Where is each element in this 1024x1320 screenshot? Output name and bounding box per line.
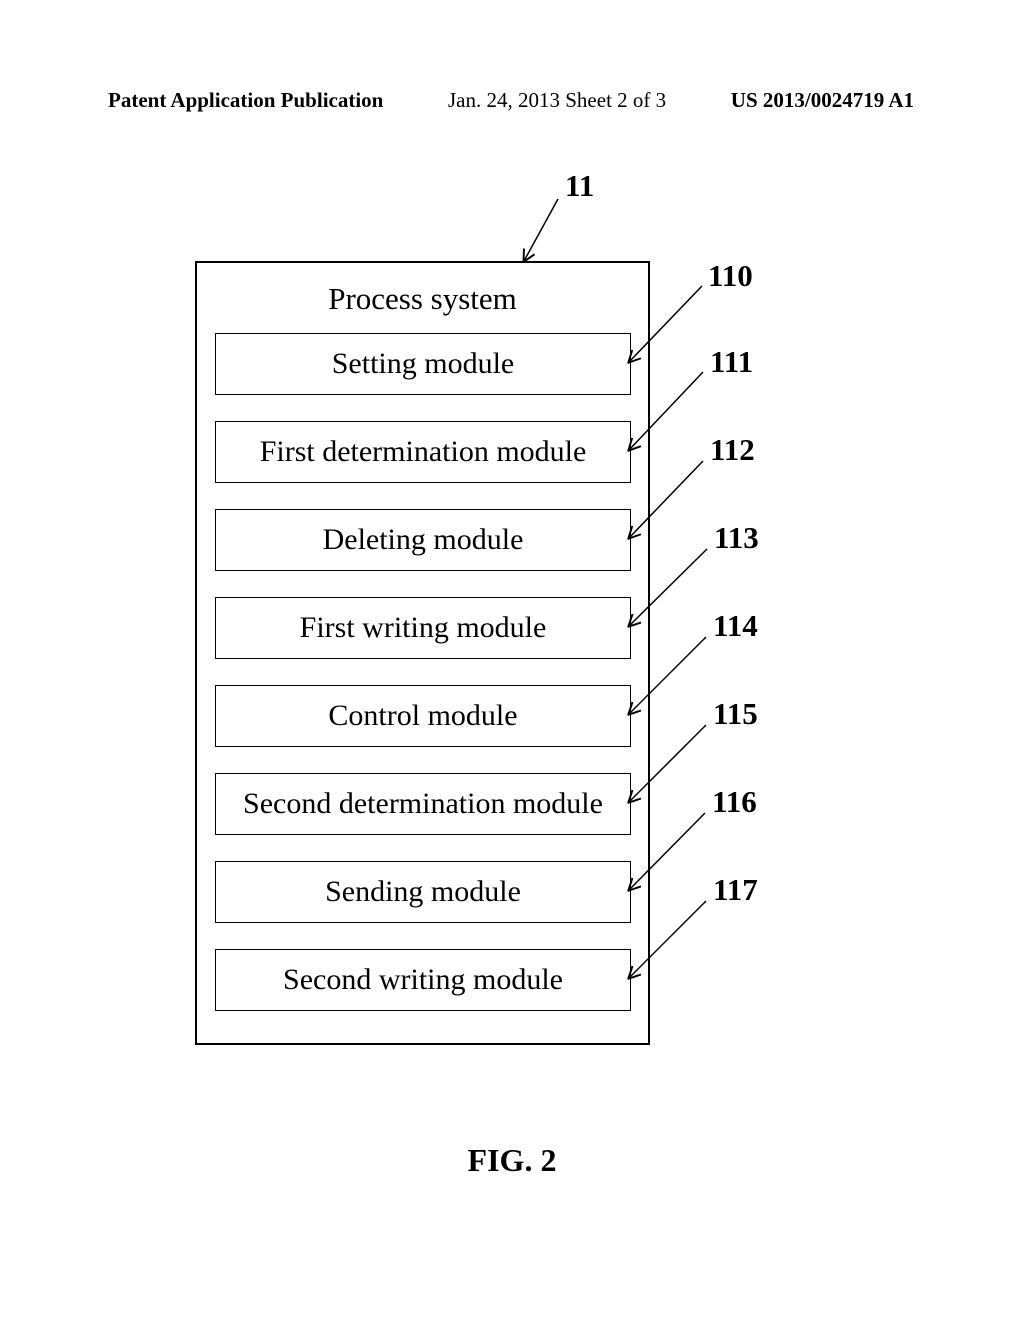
leader-lines-svg [0, 0, 1024, 1320]
ref-label-module: 115 [713, 696, 758, 732]
ref-label-module: 114 [713, 608, 758, 644]
ref-label-module: 113 [714, 520, 759, 556]
ref-label-module: 112 [710, 432, 755, 468]
ref-label-module: 110 [708, 258, 753, 294]
figure-caption: FIG. 2 [0, 1142, 1024, 1179]
ref-label-module: 116 [712, 784, 757, 820]
ref-label-module: 117 [713, 872, 758, 908]
ref-label-module: 111 [710, 344, 753, 380]
figure-diagram: Process system Setting moduleFirst deter… [0, 0, 1024, 1320]
